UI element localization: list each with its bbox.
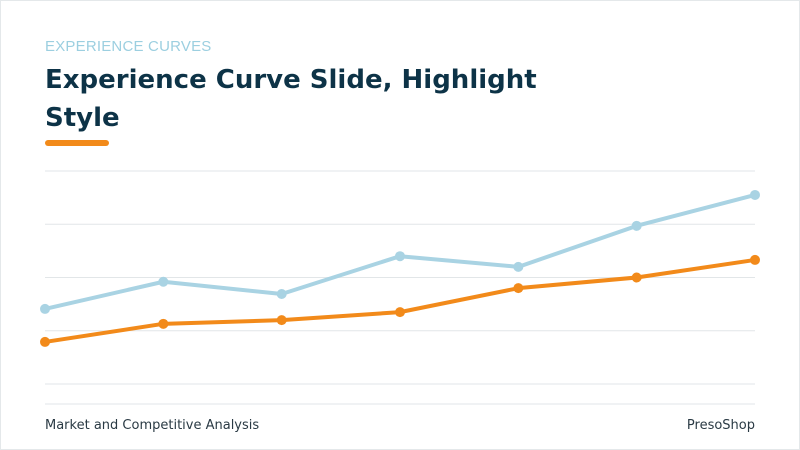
data-point (750, 189, 760, 200)
data-point (276, 289, 287, 300)
kicker: EXPERIENCE CURVES (45, 38, 212, 55)
data-point (513, 261, 524, 272)
title-underline (45, 140, 109, 146)
data-point (750, 254, 760, 265)
data-point (395, 251, 405, 262)
data-point (395, 307, 405, 318)
data-point (276, 315, 287, 326)
data-point (513, 283, 524, 294)
data-point (631, 272, 642, 283)
data-point (158, 276, 169, 287)
title-line: Style (45, 103, 120, 133)
title-line: Experience Curve Slide, Highlight (45, 65, 537, 95)
chart-title: Experience Curve Slide, Highlight Style (45, 65, 546, 133)
series-line (44, 257, 756, 344)
data-point (40, 336, 50, 347)
data-point (158, 318, 169, 329)
footer-left: Market and Competitive Analysis (45, 418, 259, 433)
footer-right: PresoShop (687, 418, 755, 433)
plot (40, 170, 760, 385)
data-point (40, 303, 50, 314)
data-point (631, 220, 642, 231)
